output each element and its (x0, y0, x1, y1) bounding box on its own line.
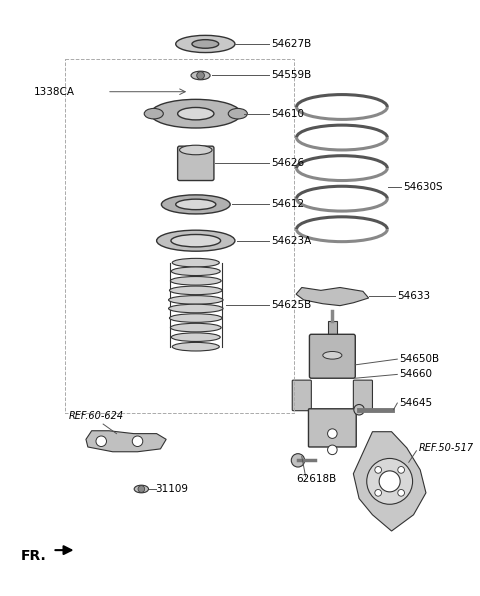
Circle shape (138, 486, 144, 492)
Ellipse shape (170, 323, 221, 332)
Ellipse shape (323, 352, 342, 359)
Text: 54625B: 54625B (271, 300, 312, 310)
Text: 54633: 54633 (397, 291, 431, 301)
FancyBboxPatch shape (353, 380, 372, 411)
Ellipse shape (161, 195, 230, 214)
Ellipse shape (156, 230, 235, 251)
Ellipse shape (180, 145, 212, 155)
Bar (327, 321, 337, 338)
Circle shape (197, 72, 204, 79)
Text: 54610: 54610 (271, 108, 304, 119)
Text: 62618B: 62618B (296, 474, 336, 485)
FancyBboxPatch shape (292, 380, 312, 411)
Text: 54612: 54612 (271, 200, 304, 209)
Ellipse shape (228, 108, 247, 119)
Circle shape (327, 429, 337, 439)
Ellipse shape (169, 286, 222, 294)
Text: 54650B: 54650B (399, 354, 439, 364)
Text: 54660: 54660 (399, 370, 432, 380)
Circle shape (375, 467, 382, 473)
FancyBboxPatch shape (310, 334, 355, 378)
Circle shape (367, 458, 413, 504)
Text: 54627B: 54627B (271, 39, 312, 49)
Circle shape (96, 436, 107, 446)
Ellipse shape (178, 107, 214, 120)
Polygon shape (296, 287, 369, 306)
Ellipse shape (171, 267, 220, 275)
Ellipse shape (170, 277, 221, 285)
Ellipse shape (144, 108, 163, 119)
Ellipse shape (176, 199, 216, 210)
Circle shape (398, 467, 405, 473)
Text: 1338CA: 1338CA (34, 86, 74, 97)
Circle shape (327, 445, 337, 455)
Text: FR.: FR. (21, 549, 47, 563)
Ellipse shape (176, 35, 235, 52)
Circle shape (398, 489, 405, 496)
Text: 54645: 54645 (399, 398, 432, 408)
Circle shape (375, 489, 382, 496)
Circle shape (132, 436, 143, 446)
Ellipse shape (171, 234, 221, 247)
Ellipse shape (172, 259, 219, 267)
Text: REF.50-517: REF.50-517 (418, 443, 473, 453)
Text: 54559B: 54559B (271, 70, 312, 80)
Polygon shape (353, 432, 426, 531)
FancyBboxPatch shape (309, 409, 356, 447)
Text: 54626: 54626 (271, 159, 304, 168)
Ellipse shape (168, 296, 223, 304)
Text: 31109: 31109 (155, 484, 188, 494)
Circle shape (291, 454, 305, 467)
Ellipse shape (134, 485, 148, 493)
Circle shape (379, 471, 400, 492)
Ellipse shape (192, 40, 219, 48)
FancyBboxPatch shape (178, 146, 214, 181)
Ellipse shape (191, 71, 210, 80)
Text: 54630S: 54630S (403, 182, 443, 193)
Ellipse shape (172, 343, 219, 351)
Text: REF.60-624: REF.60-624 (69, 411, 124, 421)
Ellipse shape (168, 304, 223, 313)
Ellipse shape (169, 313, 222, 322)
Text: 54623A: 54623A (271, 235, 312, 246)
Polygon shape (86, 431, 166, 452)
Ellipse shape (150, 100, 241, 128)
Circle shape (354, 405, 364, 415)
Ellipse shape (171, 333, 220, 342)
